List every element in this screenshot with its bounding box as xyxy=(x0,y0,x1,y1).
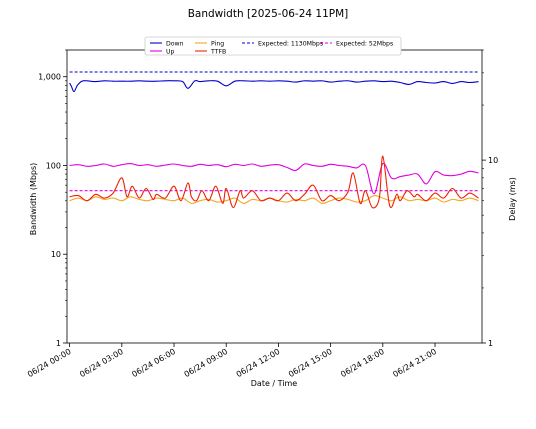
series-up xyxy=(69,162,479,195)
legend-label: Down xyxy=(166,41,184,48)
y-tick-label: 100 xyxy=(46,161,61,170)
y-tick-label: 1 xyxy=(56,339,61,348)
y2-tick-label: 10 xyxy=(488,156,498,165)
x-tick-label: 06/24 06:00 xyxy=(130,347,177,379)
x-tick-label: 06/24 00:00 xyxy=(26,347,73,379)
y2-tick-label: 1 xyxy=(488,339,493,348)
x-axis-label: Date / Time xyxy=(251,379,298,388)
x-tick-label: 06/24 18:00 xyxy=(339,347,386,379)
x-tick-label: 06/24 21:00 xyxy=(391,347,438,379)
chart-title: Bandwidth [2025-06-24 11PM] xyxy=(188,8,349,20)
y-axis-label: Bandwidth (Mbps) xyxy=(29,163,38,236)
x-tick-label: 06/24 12:00 xyxy=(235,347,282,379)
series-down xyxy=(69,79,479,93)
legend-box xyxy=(144,36,402,56)
legend-label: TTFB xyxy=(210,49,226,56)
legend-label: Up xyxy=(166,49,175,56)
x-tick-label: 06/24 03:00 xyxy=(78,347,125,379)
y-tick-label: 1,000 xyxy=(38,73,61,82)
y-tick-label: 10 xyxy=(51,250,61,259)
legend-label: Ping xyxy=(211,41,224,48)
x-tick-label: 06/24 15:00 xyxy=(287,347,334,379)
y2-axis-label: Delay (ms) xyxy=(508,177,517,221)
legend-label: Expected: 1130Mbps xyxy=(258,41,323,48)
legend-label: Expected: 52Mbps xyxy=(336,41,393,48)
x-tick-label: 06/24 09:00 xyxy=(183,347,230,379)
series-ttfb xyxy=(69,155,479,209)
